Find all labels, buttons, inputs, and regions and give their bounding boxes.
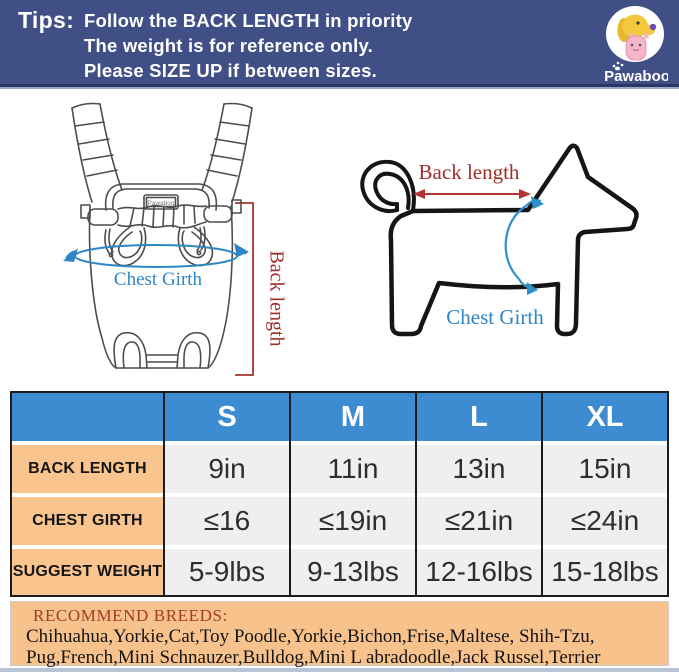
size-table: BACK LENGTH CHEST GIRTH SUGGEST WEIGHT S… bbox=[10, 391, 669, 597]
table-column-s: S 9in ≤16 5-9lbs bbox=[163, 393, 289, 595]
carrier-brand-tag: Pawaboo bbox=[147, 200, 174, 207]
dog-cat-icon bbox=[617, 14, 657, 61]
dog-chest-girth-label: Chest Girth bbox=[446, 305, 544, 329]
brand-name: Pawaboo bbox=[604, 68, 668, 85]
value-cell: 13in bbox=[417, 445, 541, 493]
table-row-gap bbox=[291, 545, 415, 549]
value-cell: 15-18lbs bbox=[543, 549, 667, 595]
breeds-title: RECOMMEND BREEDS: bbox=[33, 606, 228, 625]
table-row-gap bbox=[12, 545, 163, 549]
value-cell: 5-9lbs bbox=[165, 549, 289, 595]
row-label-suggest-weight: SUGGEST WEIGHT bbox=[12, 549, 163, 595]
table-row-gap bbox=[417, 545, 541, 549]
table-row-gap bbox=[543, 545, 667, 549]
dog-diagram bbox=[360, 143, 639, 337]
table-row-gap bbox=[417, 493, 541, 497]
size-header-m: M bbox=[291, 393, 415, 441]
carrier-back-length-bracket bbox=[235, 202, 254, 376]
table-row-gap bbox=[165, 493, 289, 497]
value-cell: ≤24in bbox=[543, 497, 667, 545]
tips-label: Tips: bbox=[18, 7, 75, 33]
tips-lines: Follow the BACK LENGTH in priority The w… bbox=[84, 8, 412, 83]
tips-banner: Tips: Follow the BACK LENGTH in priority… bbox=[0, 0, 679, 87]
breeds-line-2: Pug,French,Mini Schnauzer,Bulldog,Mini L… bbox=[26, 646, 601, 668]
carrier-outline bbox=[71, 102, 253, 369]
pawaboo-logo: Pawaboo bbox=[604, 6, 668, 85]
value-cell: 15in bbox=[543, 445, 667, 493]
dog-back-length-arrow bbox=[413, 189, 531, 199]
dog-outline bbox=[360, 143, 639, 337]
dog-back-length-label: Back length bbox=[418, 160, 520, 184]
table-row-gap bbox=[291, 441, 415, 445]
table-row-gap bbox=[291, 493, 415, 497]
row-label-chest-girth: CHEST GIRTH bbox=[12, 497, 163, 545]
value-cell: 11in bbox=[291, 445, 415, 493]
table-row-gap bbox=[12, 493, 163, 497]
value-cell: 9-13lbs bbox=[291, 549, 415, 595]
value-cell: ≤16 bbox=[165, 497, 289, 545]
table-row-gap bbox=[165, 441, 289, 445]
bottom-edge-strip bbox=[0, 668, 679, 672]
paw-print-icon bbox=[612, 61, 624, 71]
tip-line-1: Follow the BACK LENGTH in priority bbox=[84, 10, 413, 31]
table-row-gap bbox=[417, 441, 541, 445]
table-corner-cell bbox=[12, 393, 163, 441]
value-cell: 9in bbox=[165, 445, 289, 493]
banner-underline bbox=[0, 87, 679, 89]
breeds-line-1: Chihuahua,Yorkie,Cat,Toy Poodle,Yorkie,B… bbox=[26, 626, 595, 647]
row-label-back-length: BACK LENGTH bbox=[12, 445, 163, 493]
tip-line-2: The weight is for reference only. bbox=[84, 35, 373, 56]
carrier-chest-girth-label: Chest Girth bbox=[113, 269, 203, 290]
table-column-l: L 13in ≤21in 12-16lbs bbox=[415, 393, 541, 595]
table-column-m: M 11in ≤19in 9-13lbs bbox=[289, 393, 415, 595]
value-cell: 12-16lbs bbox=[417, 549, 541, 595]
size-header-s: S bbox=[165, 393, 289, 441]
tip-line-3: Please SIZE UP if between sizes. bbox=[84, 60, 377, 81]
carrier-diagram: Pawaboo bbox=[63, 102, 254, 376]
size-header-xl: XL bbox=[543, 393, 667, 441]
value-cell: ≤21in bbox=[417, 497, 541, 545]
table-row-gap bbox=[12, 441, 163, 445]
carrier-chest-girth-arrow bbox=[63, 243, 249, 268]
table-row-gap bbox=[165, 545, 289, 549]
table-column-xl: XL 15in ≤24in 15-18lbs bbox=[541, 393, 667, 595]
size-header-l: L bbox=[417, 393, 541, 441]
table-label-column: BACK LENGTH CHEST GIRTH SUGGEST WEIGHT bbox=[12, 393, 163, 595]
dog-chest-girth-arrow bbox=[504, 196, 544, 295]
carrier-back-length-label: Back length bbox=[265, 249, 288, 347]
recommend-breeds-box: RECOMMEND BREEDS: Chihuahua,Yorkie,Cat,T… bbox=[10, 601, 669, 668]
table-row-gap bbox=[543, 441, 667, 445]
table-row-gap bbox=[543, 493, 667, 497]
value-cell: ≤19in bbox=[291, 497, 415, 545]
